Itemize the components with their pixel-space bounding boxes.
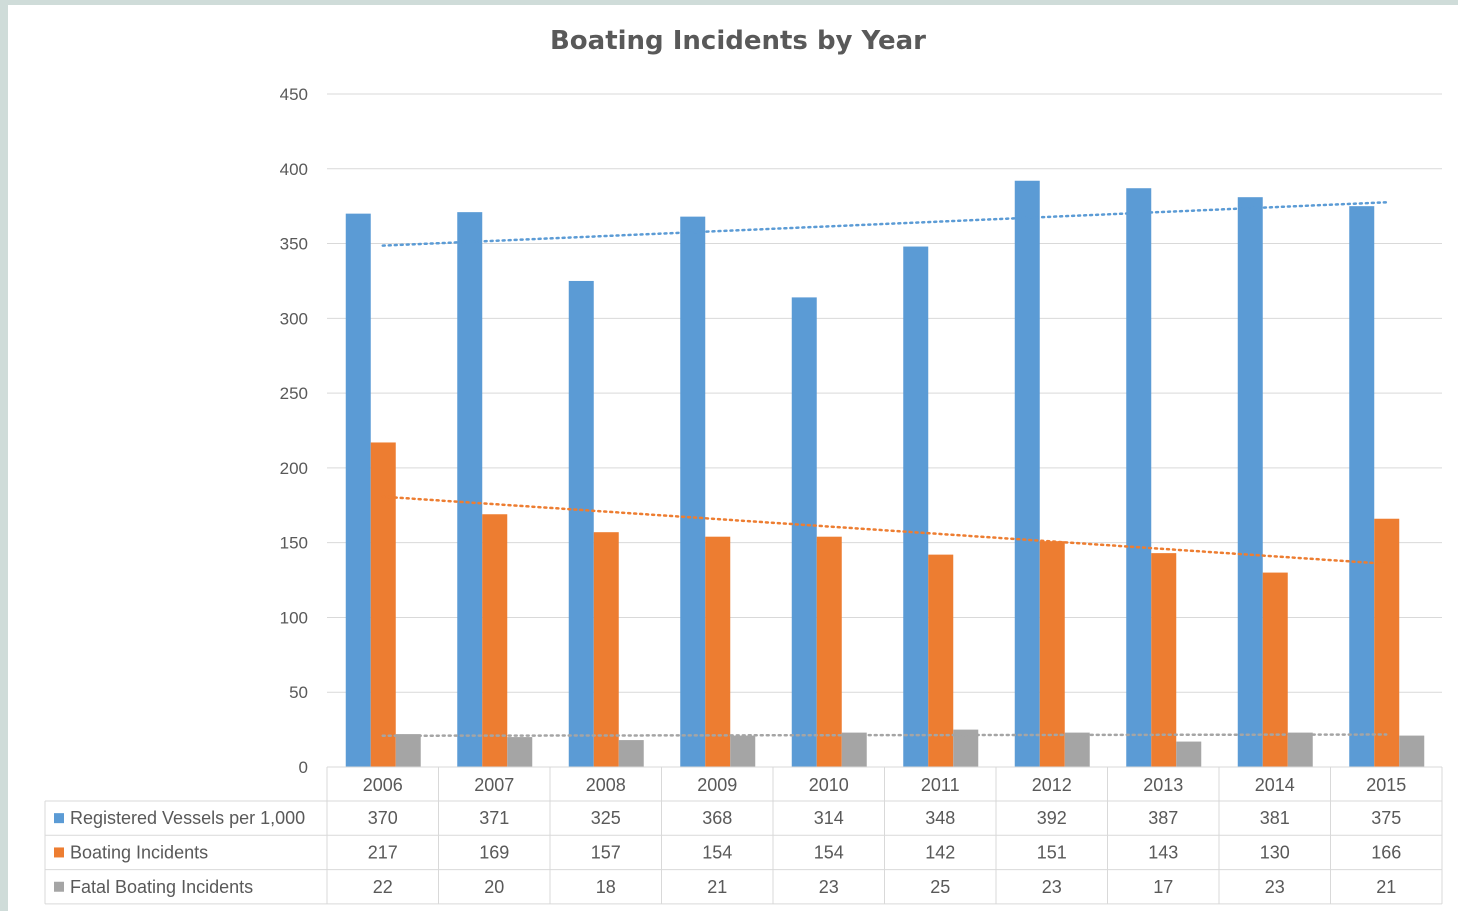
data-table-cell: 392 [1037,808,1067,828]
legend-key [54,813,64,824]
bar [1374,518,1400,767]
bar [705,536,731,767]
x-tick-label: 2010 [809,775,849,795]
bar [1287,732,1313,767]
bar [1151,553,1177,767]
data-table-cell: 23 [819,877,839,897]
data-table-cell: 130 [1260,842,1290,862]
bar [618,740,644,767]
x-tick-label: 2007 [474,775,514,795]
data-table-cell: 166 [1371,842,1401,862]
bar [457,212,483,767]
data-table-cell: 23 [1042,877,1062,897]
data-table-cell: 368 [702,808,732,828]
bar [507,737,533,767]
bar [1399,735,1425,767]
data-table-cell: 381 [1260,808,1290,828]
series-label: Boating Incidents [70,842,208,862]
y-tick-label: 0 [299,758,308,777]
bar [816,536,842,767]
bar [1014,180,1040,768]
x-tick-label: 2011 [921,775,960,795]
data-table-cell: 375 [1371,808,1401,828]
bar [928,554,954,767]
data-table-cell: 154 [814,842,844,862]
data-table-cell: 25 [930,877,950,897]
x-tick-label: 2013 [1143,775,1183,795]
x-tick-label: 2015 [1366,775,1406,795]
y-tick-label: 100 [280,608,308,627]
bar [1262,572,1288,767]
data-table-cell: 348 [925,808,955,828]
bar [370,442,396,767]
data-table-cell: 17 [1153,877,1173,897]
legend-key [54,881,64,892]
data-table-cell: 20 [484,877,504,897]
data-table-cell: 22 [373,877,393,897]
bar [730,735,756,767]
series-label: Fatal Boating Incidents [70,877,253,897]
data-table-cell: 371 [479,808,509,828]
bar [791,297,817,767]
x-tick-label: 2009 [697,775,737,795]
trendline [381,733,1388,738]
y-tick-label: 50 [289,683,308,702]
data-table-cell: 143 [1148,842,1178,862]
x-tick-label: 2006 [363,775,403,795]
data-table-cell: 217 [368,842,398,862]
bar [482,514,508,767]
bar [1237,197,1263,767]
data-table-cell: 387 [1148,808,1178,828]
y-tick-label: 200 [280,459,308,478]
data-table-cell: 314 [814,808,844,828]
data-table-cell: 142 [925,842,955,862]
legend-key [54,847,64,858]
y-tick-label: 400 [280,160,308,179]
data-table-cell: 325 [591,808,621,828]
bar [1126,188,1152,768]
bar [1176,741,1202,767]
y-tick-label: 300 [280,309,308,328]
data-table-cell: 21 [707,877,727,897]
x-tick-label: 2012 [1032,775,1072,795]
data-table-cell: 23 [1265,877,1285,897]
chart-title: Boating Incidents by Year [549,26,926,56]
data-table-cell: 151 [1037,842,1067,862]
y-tick-label: 350 [280,235,308,254]
bar [1039,541,1065,767]
data-table-cell: 18 [596,877,616,897]
bar [680,216,706,767]
trendline [381,495,1388,566]
series-label: Registered Vessels per 1,000 [70,808,305,828]
y-tick-label: 150 [280,534,308,553]
y-tick-label: 250 [280,384,308,403]
data-table-cell: 21 [1376,877,1396,897]
bar [1349,206,1375,767]
data-table-cell: 154 [702,842,732,862]
data-table-cell: 169 [479,842,509,862]
data-table-cell: 157 [591,842,621,862]
y-tick-label: 450 [280,85,308,104]
bar [345,213,371,768]
bar [593,532,619,767]
bar [568,280,594,767]
bar [903,246,929,768]
x-tick-label: 2008 [586,775,626,795]
data-table-cell: 370 [368,808,398,828]
trendline [381,201,1388,247]
x-tick-label: 2014 [1255,775,1295,795]
bar [1064,732,1090,767]
bar [841,732,867,767]
bar [395,734,421,767]
